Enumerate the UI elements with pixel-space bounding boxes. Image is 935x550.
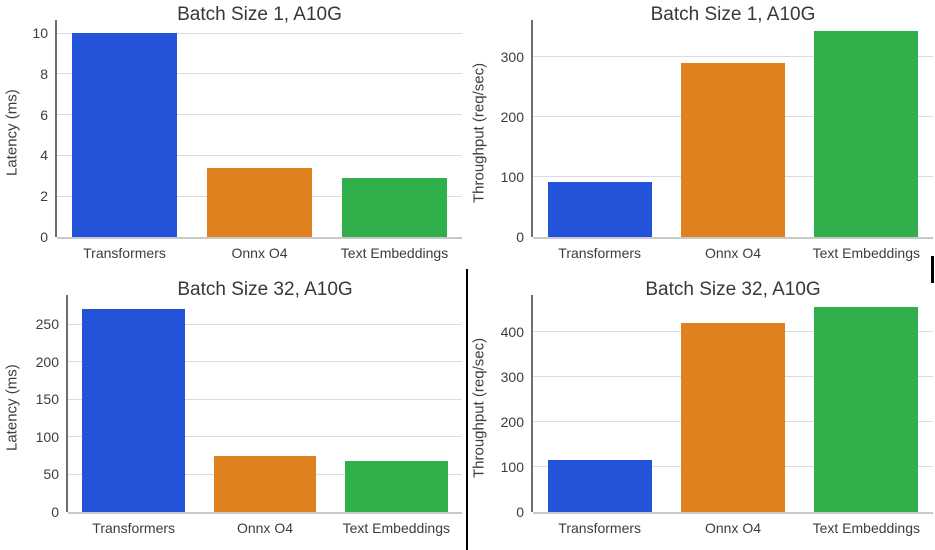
plot-area bbox=[533, 303, 933, 512]
gridline bbox=[533, 56, 933, 58]
bar-transformers bbox=[547, 181, 652, 237]
y-tick-label: 0 bbox=[51, 504, 59, 520]
y-tick-label: 2 bbox=[40, 188, 48, 205]
panel-divider-line bbox=[466, 269, 468, 550]
chart-batch1-throughput: Batch Size 1, A10G Throughput (req/sec) … bbox=[467, 0, 935, 275]
x-tick-label-text-embeddings: Text Embeddings bbox=[812, 245, 921, 261]
x-tick-label-onnx-o4: Onnx O4 bbox=[231, 245, 288, 261]
y-axis-spine bbox=[66, 295, 68, 512]
x-tick-label-transformers: Transformers bbox=[558, 520, 642, 536]
y-tick-label: 250 bbox=[35, 316, 59, 333]
x-tick-label-text-embeddings: Text Embeddings bbox=[342, 520, 451, 536]
gridline bbox=[57, 73, 462, 75]
bar-transformers bbox=[71, 33, 178, 237]
bar-text-embeddings bbox=[814, 307, 919, 512]
x-tick-label-text-embeddings: Text Embeddings bbox=[812, 520, 921, 536]
x-axis-line bbox=[57, 237, 462, 239]
chart-batch32-latency: Batch Size 32, A10G Latency (ms) 0 50 100 1… bbox=[0, 275, 468, 550]
x-tick-label-transformers: Transformers bbox=[92, 520, 176, 536]
y-tick-label: 8 bbox=[40, 65, 48, 82]
y-tick-label: 150 bbox=[35, 391, 59, 408]
x-tick-label-onnx-o4: Onnx O4 bbox=[704, 245, 761, 261]
y-tick-label: 400 bbox=[500, 323, 524, 340]
bar-text-embeddings bbox=[814, 31, 919, 237]
y-axis-spine bbox=[55, 20, 57, 237]
chart-title: Batch Size 32, A10G bbox=[177, 279, 353, 300]
x-axis-line bbox=[533, 512, 933, 514]
y-tick-label: 200 bbox=[500, 413, 524, 430]
y-tick-label: 0 bbox=[40, 229, 48, 245]
y-tick-label: 50 bbox=[43, 466, 59, 483]
gridline bbox=[68, 323, 462, 325]
y-axis-spine bbox=[531, 295, 533, 512]
plot-area bbox=[68, 303, 462, 512]
y-tick-label: 0 bbox=[516, 229, 524, 245]
gridline bbox=[57, 154, 462, 156]
y-tick-label: 0 bbox=[516, 504, 524, 520]
chart-batch1-latency: Batch Size 1, A10G Latency (ms) 0 2 4 6 8 10 T… bbox=[0, 0, 468, 275]
y-tick-label: 4 bbox=[40, 147, 48, 164]
x-tick-label-transformers: Transformers bbox=[558, 245, 642, 261]
y-tick-label: 300 bbox=[500, 48, 524, 65]
gridline bbox=[57, 114, 462, 116]
bar-onnx-o4 bbox=[213, 455, 317, 512]
y-tick-label: 300 bbox=[500, 368, 524, 385]
chart-title: Batch Size 1, A10G bbox=[177, 4, 342, 25]
y-tick-label: 200 bbox=[35, 353, 59, 370]
bar-transformers bbox=[82, 309, 185, 512]
gridline bbox=[57, 32, 462, 34]
plot-area bbox=[57, 28, 462, 237]
right-edge-line-fragment bbox=[931, 256, 934, 283]
x-tick-label-onnx-o4: Onnx O4 bbox=[704, 520, 761, 536]
chart-title: Batch Size 1, A10G bbox=[650, 4, 816, 25]
plot-area bbox=[533, 28, 933, 237]
y-axis-label: Latency (ms) bbox=[3, 89, 21, 176]
x-tick-label-text-embeddings: Text Embeddings bbox=[340, 245, 449, 261]
y-tick-label: 100 bbox=[500, 168, 524, 185]
bar-onnx-o4 bbox=[681, 62, 785, 237]
x-axis-line bbox=[68, 512, 462, 514]
y-tick-label: 100 bbox=[35, 428, 59, 445]
chart-title: Batch Size 32, A10G bbox=[645, 279, 821, 300]
bar-text-embeddings bbox=[345, 460, 448, 512]
y-tick-label: 10 bbox=[32, 25, 48, 42]
bar-onnx-o4 bbox=[681, 322, 785, 512]
gridline bbox=[68, 398, 462, 400]
y-axis-spine bbox=[531, 20, 533, 237]
y-tick-label: 6 bbox=[40, 106, 48, 123]
bar-transformers bbox=[547, 460, 652, 512]
bar-onnx-o4 bbox=[206, 167, 313, 237]
bar-text-embeddings bbox=[341, 177, 448, 237]
gridline bbox=[68, 361, 462, 363]
y-tick-label: 100 bbox=[500, 458, 524, 475]
y-tick-label: 200 bbox=[500, 108, 524, 125]
chart-batch32-throughput: Batch Size 32, A10G Throughput (req/sec)… bbox=[467, 275, 935, 550]
x-axis-line bbox=[533, 237, 933, 239]
x-tick-label-onnx-o4: Onnx O4 bbox=[236, 520, 293, 536]
x-tick-label-transformers: Transformers bbox=[83, 245, 166, 261]
gridline bbox=[68, 436, 462, 438]
